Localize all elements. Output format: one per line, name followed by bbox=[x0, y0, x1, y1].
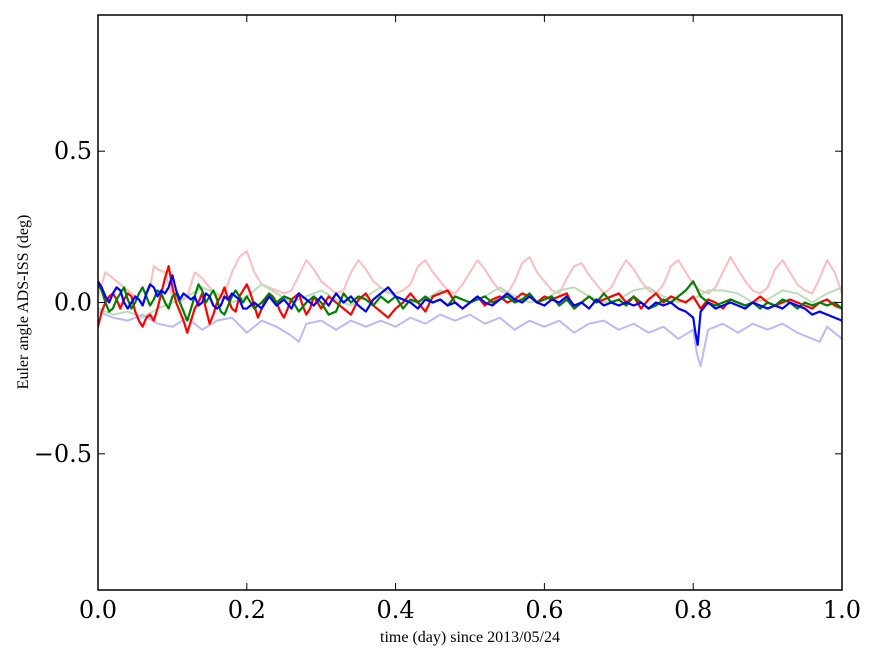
series-line-red bbox=[98, 265, 842, 334]
y-tick-label: −0.5 bbox=[34, 440, 92, 468]
x-axis-ticks: 0.0 0.2 0.4 0.6 0.8 1.0 bbox=[79, 15, 861, 624]
x-tick-label: 0.4 bbox=[377, 596, 415, 624]
y-axis-ticks: 0.5 0.0 −0.5 bbox=[34, 137, 842, 468]
y-tick-label: 0.0 bbox=[54, 289, 92, 317]
x-tick-label: 0.6 bbox=[525, 596, 563, 624]
x-tick-label: 0.8 bbox=[674, 596, 712, 624]
y-tick-label: 0.5 bbox=[54, 137, 92, 165]
series-line-pale-blue bbox=[98, 310, 842, 368]
y-axis-label: Euler angle ADS-ISS (deg) bbox=[15, 215, 32, 390]
series-line-blue bbox=[98, 274, 842, 346]
x-tick-label: 1.0 bbox=[823, 596, 861, 624]
x-axis-label: time (day) since 2013/05/24 bbox=[380, 629, 560, 646]
x-tick-label: 0.0 bbox=[79, 596, 117, 624]
x-tick-label: 0.2 bbox=[228, 596, 266, 624]
series-layer bbox=[98, 250, 842, 368]
